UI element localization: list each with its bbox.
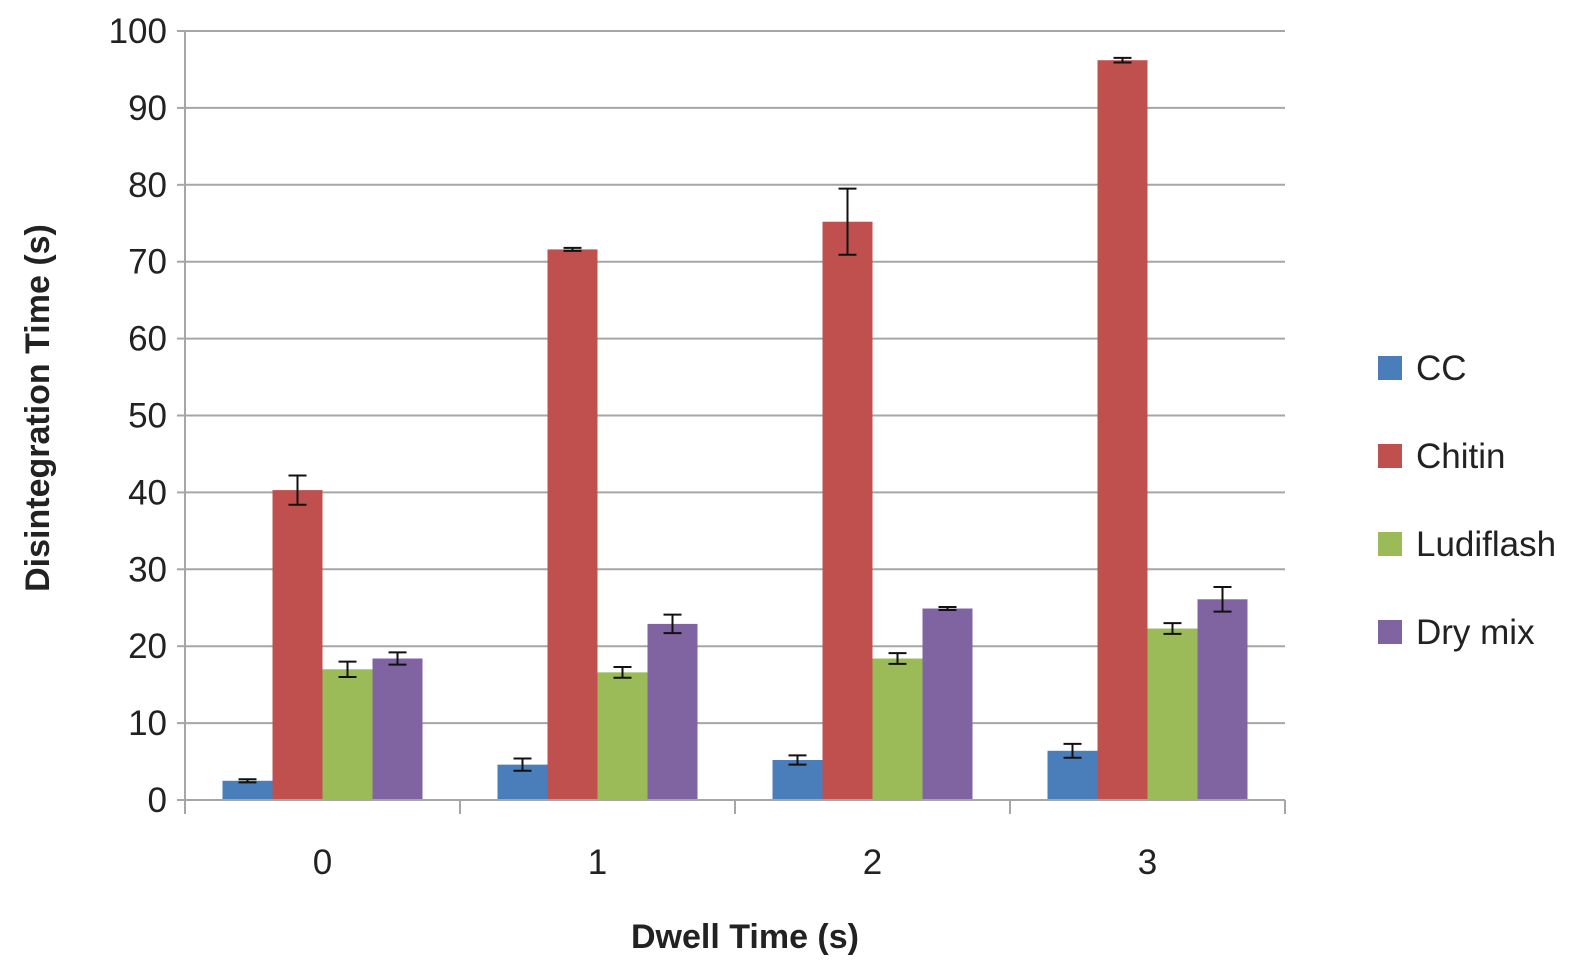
legend-label: CC bbox=[1416, 349, 1467, 388]
legend-swatch bbox=[1378, 356, 1402, 380]
y-tick-label: 10 bbox=[128, 704, 167, 743]
legend-swatch bbox=[1378, 620, 1402, 644]
x-tick-labels: 0 1 2 3 bbox=[313, 843, 1157, 882]
y-tick-label: 30 bbox=[128, 550, 167, 589]
bar-dry-mix-0 bbox=[372, 658, 423, 800]
bars bbox=[222, 60, 1248, 801]
x-tick-label: 1 bbox=[588, 843, 607, 882]
x-tick-label: 0 bbox=[313, 843, 332, 882]
x-tick-label: 3 bbox=[1138, 843, 1157, 882]
bar-ludiflash-3 bbox=[1147, 628, 1198, 800]
bar-dry-mix-2 bbox=[922, 608, 973, 800]
axes bbox=[177, 30, 1286, 814]
bar-cc-2 bbox=[772, 760, 823, 800]
legend-label: Dry mix bbox=[1416, 613, 1535, 652]
bar-chitin-2 bbox=[822, 221, 873, 800]
y-tick-label: 50 bbox=[128, 397, 167, 436]
bar-dry-mix-3 bbox=[1197, 599, 1248, 800]
y-tick-label: 60 bbox=[128, 320, 167, 359]
y-tick-labels: 0 10 20 30 40 50 60 70 80 90 100 bbox=[109, 12, 167, 820]
y-tick-label: 90 bbox=[128, 89, 167, 128]
legend-swatch bbox=[1378, 532, 1402, 556]
bar-cc-3 bbox=[1047, 750, 1098, 800]
legend: CC Chitin Ludiflash Dry mix bbox=[1378, 349, 1556, 652]
bar-dry-mix-1 bbox=[647, 623, 698, 800]
y-tick-label: 100 bbox=[109, 12, 167, 51]
x-axis-title: Dwell Time (s) bbox=[631, 918, 859, 956]
bar-ludiflash-2 bbox=[872, 658, 923, 800]
y-tick-label: 70 bbox=[128, 243, 167, 282]
bar-ludiflash-1 bbox=[597, 672, 648, 800]
error-bars bbox=[238, 56, 1232, 784]
y-tick-label: 40 bbox=[128, 473, 167, 512]
y-axis-title: Disintegration Time (s) bbox=[19, 224, 57, 592]
y-tick-label: 20 bbox=[128, 627, 167, 666]
y-tick-label: 80 bbox=[128, 166, 167, 205]
bar-chitin-1 bbox=[547, 249, 598, 800]
y-tick-label: 0 bbox=[148, 781, 167, 820]
bar-chitin-3 bbox=[1097, 60, 1148, 801]
bar-ludiflash-0 bbox=[322, 669, 373, 800]
x-tick-label: 2 bbox=[863, 843, 882, 882]
gridlines bbox=[185, 30, 1285, 725]
bar-cc-0 bbox=[222, 780, 273, 800]
legend-label: Ludiflash bbox=[1416, 525, 1556, 564]
legend-swatch bbox=[1378, 444, 1402, 468]
bar-chitin-0 bbox=[272, 490, 323, 800]
legend-label: Chitin bbox=[1416, 437, 1505, 476]
